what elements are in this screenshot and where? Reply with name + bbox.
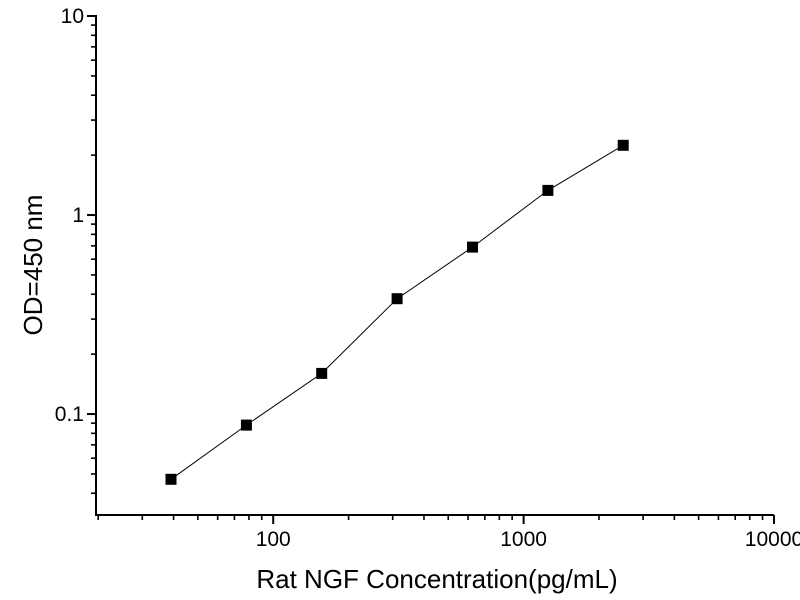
x-tick-label: 10000 [745, 528, 800, 551]
y-tick-label: 0.1 [55, 403, 84, 426]
x-axis-title: Rat NGF Concentration(pg/mL) [256, 564, 617, 594]
y-tick-label: 10 [61, 5, 84, 28]
data-point-marker [542, 184, 554, 196]
data-point-marker [467, 241, 478, 253]
series-line [170, 144, 624, 480]
data-series [165, 139, 629, 485]
data-point-marker [617, 139, 629, 151]
y-axis-title: OD=450 nm [18, 195, 48, 336]
x-tick-label: 1000 [500, 528, 547, 551]
data-point-marker [165, 473, 177, 485]
x-tick-label: 100 [256, 528, 291, 551]
axes: 100 1000 10000 10 1 0.1 [55, 5, 800, 551]
y-tick-label: 1 [72, 204, 84, 227]
data-point-marker [316, 367, 328, 379]
data-point-marker [240, 419, 252, 431]
data-point-marker [391, 293, 403, 305]
